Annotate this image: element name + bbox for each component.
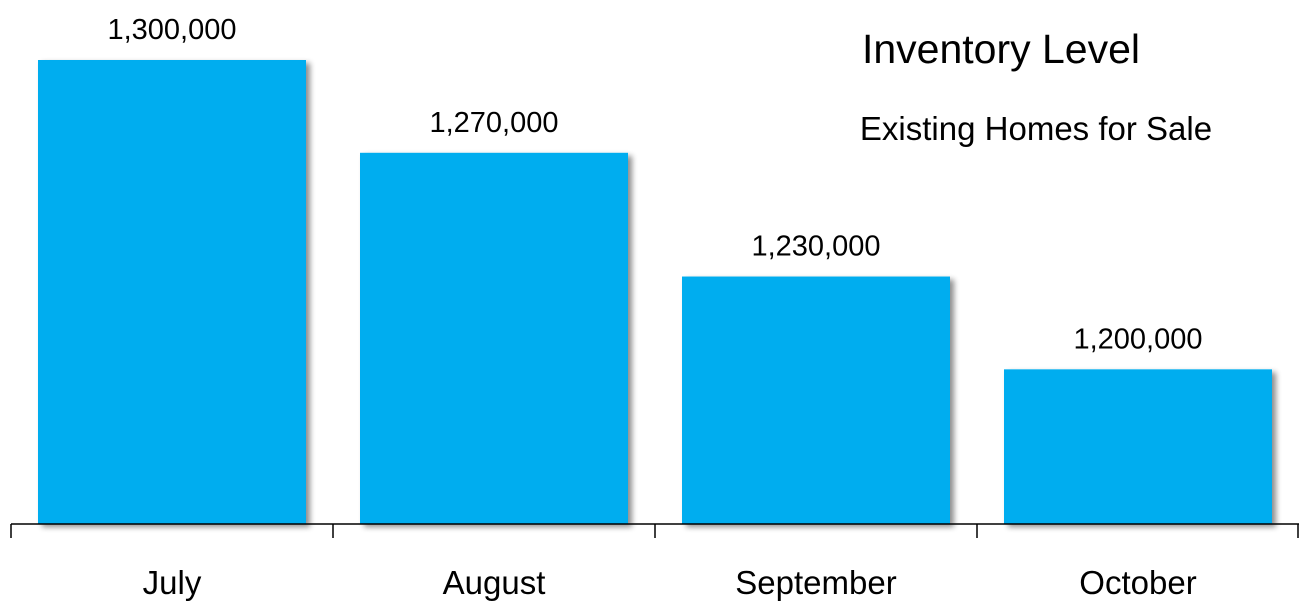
bar-september (682, 276, 950, 524)
bar-july (38, 60, 306, 524)
chart-title: Inventory Level (862, 26, 1140, 72)
x-axis-ticks-group (10, 524, 1299, 538)
data-label-october: 1,200,000 (1073, 323, 1202, 355)
data-labels-group: 1,300,000 1,270,000 1,230,000 1,200,000 (107, 14, 1202, 355)
bar-august (360, 152, 628, 525)
bar-october (1004, 369, 1272, 524)
data-label-july: 1,300,000 (107, 14, 236, 46)
x-tick-label-august: August (443, 564, 546, 601)
x-tick-label-september: September (735, 564, 896, 601)
bars-group (38, 60, 1272, 525)
x-tick-label-july: July (143, 564, 202, 601)
data-label-august: 1,270,000 (429, 107, 558, 139)
chart-subtitle: Existing Homes for Sale (860, 110, 1212, 147)
data-label-september: 1,230,000 (751, 231, 880, 263)
x-tick-label-october: October (1079, 564, 1196, 601)
x-axis-tick-labels-group: July August September October (143, 564, 1197, 601)
